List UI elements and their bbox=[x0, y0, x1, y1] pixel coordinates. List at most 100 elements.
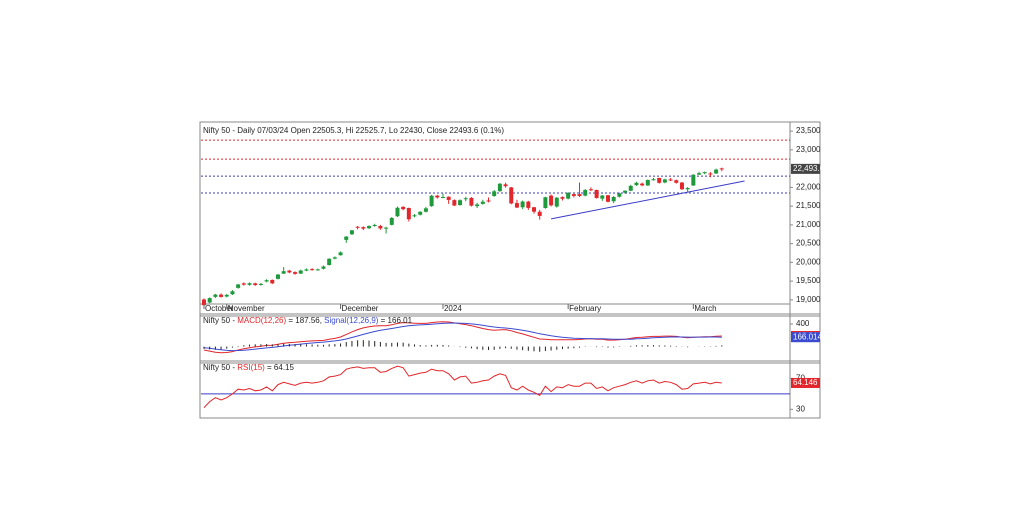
candle-body bbox=[503, 184, 508, 187]
panel-title-text: Nifty 50 - bbox=[203, 316, 235, 325]
candle-body bbox=[549, 195, 554, 206]
x-tick-label: March bbox=[694, 304, 716, 313]
candle-body bbox=[258, 283, 263, 285]
legend-text: = 64.15 bbox=[265, 363, 295, 372]
candle-body bbox=[361, 227, 366, 229]
candle-body bbox=[344, 236, 349, 240]
candle-body bbox=[304, 269, 309, 271]
candle-body bbox=[702, 172, 707, 174]
candle-body bbox=[492, 191, 497, 196]
candle-body bbox=[514, 203, 519, 208]
candle-body bbox=[321, 266, 326, 269]
candle-body bbox=[224, 294, 229, 297]
candle-body bbox=[389, 218, 394, 225]
last-value-label: 64.146 bbox=[793, 378, 818, 387]
legend-text: = 166.01 bbox=[378, 316, 412, 325]
y-tick-label: 23,500 bbox=[796, 126, 821, 135]
y-tick-label: 20,000 bbox=[796, 257, 821, 266]
candle-body bbox=[594, 190, 599, 198]
trend-line bbox=[550, 180, 745, 220]
candle-body bbox=[651, 179, 656, 181]
candle-body bbox=[600, 195, 605, 199]
x-tick-label: November bbox=[228, 304, 265, 313]
candle-body bbox=[236, 284, 241, 288]
candle-body bbox=[253, 283, 258, 286]
x-tick-label: October bbox=[205, 304, 234, 313]
candle-body bbox=[611, 197, 616, 202]
y-tick-label: 19,500 bbox=[796, 276, 821, 285]
candle-body bbox=[458, 200, 463, 205]
legend-text: MACD(12,26) bbox=[235, 316, 286, 325]
candle-body bbox=[435, 195, 440, 198]
candle-body bbox=[327, 258, 332, 265]
candle-body bbox=[583, 190, 588, 196]
legend-text: RSI(15) bbox=[235, 363, 265, 372]
candle-body bbox=[605, 195, 610, 202]
candle-body bbox=[509, 187, 514, 204]
candle-body bbox=[674, 180, 679, 183]
candle-body bbox=[202, 299, 206, 306]
candle-body bbox=[623, 190, 628, 193]
last-value-box bbox=[791, 377, 820, 388]
x-tick-label: 2024 bbox=[444, 304, 462, 313]
candle-body bbox=[480, 201, 485, 204]
candle-body bbox=[697, 173, 702, 175]
y-tick-label: 400 bbox=[796, 319, 810, 328]
candle-body bbox=[241, 283, 246, 285]
candle-body bbox=[315, 269, 320, 271]
candle-body bbox=[571, 194, 576, 196]
candle-body bbox=[418, 211, 423, 215]
candle-body bbox=[708, 173, 713, 175]
candle-body bbox=[332, 257, 337, 259]
y-tick-label: 21,500 bbox=[796, 201, 821, 210]
last-price-label: 22,493.6 bbox=[793, 164, 825, 173]
y-tick-label: 23,000 bbox=[796, 145, 821, 154]
chart-frame bbox=[199, 121, 821, 419]
candle-body bbox=[486, 200, 491, 202]
indicator-line bbox=[203, 322, 722, 352]
candle-body bbox=[543, 197, 548, 208]
panel-title-text: Nifty 50 - bbox=[203, 363, 235, 372]
candle-body bbox=[349, 230, 354, 235]
candle-body bbox=[526, 201, 531, 208]
last-value-label: 166.014 bbox=[793, 332, 822, 341]
candle-body bbox=[219, 294, 224, 297]
candle-body bbox=[372, 224, 377, 226]
candle-body bbox=[440, 197, 445, 199]
candle-body bbox=[719, 168, 724, 170]
candle-body bbox=[560, 197, 565, 199]
candle-body bbox=[298, 270, 303, 274]
last-price-box bbox=[791, 163, 820, 174]
candle-body bbox=[281, 271, 286, 274]
candle-body bbox=[662, 179, 667, 183]
candle-body bbox=[532, 207, 537, 212]
indicator-line bbox=[203, 321, 722, 354]
candle-body bbox=[446, 196, 451, 200]
candle-body bbox=[668, 179, 673, 181]
candle-body bbox=[679, 182, 684, 190]
candle-body bbox=[378, 226, 383, 229]
candle-body bbox=[634, 182, 639, 186]
panel-title: Nifty 50 - Daily 07/03/24 Open 22505.3, … bbox=[203, 126, 504, 135]
candle-body bbox=[293, 272, 298, 274]
panel-title: Nifty 50 - MACD(12,26) = 187.56, Signal(… bbox=[203, 316, 413, 325]
candle-body bbox=[412, 215, 417, 217]
legend-text: Signal(12,26,9) bbox=[322, 316, 379, 325]
candle-body bbox=[617, 193, 622, 197]
candle-body bbox=[429, 195, 434, 207]
candle-body bbox=[287, 270, 292, 273]
candle-body bbox=[520, 201, 525, 208]
candle-body bbox=[270, 280, 275, 284]
candle-body bbox=[367, 226, 372, 229]
candle-body bbox=[588, 189, 593, 191]
candle-body bbox=[497, 183, 502, 192]
indicator-line bbox=[203, 365, 722, 409]
candle-body bbox=[657, 178, 662, 183]
candle-body bbox=[401, 206, 406, 210]
candle-body bbox=[230, 291, 235, 295]
panel-title: Nifty 50 - RSI(15) = 64.15 bbox=[203, 363, 295, 372]
candle-body bbox=[691, 174, 696, 186]
candle-body bbox=[714, 169, 719, 174]
